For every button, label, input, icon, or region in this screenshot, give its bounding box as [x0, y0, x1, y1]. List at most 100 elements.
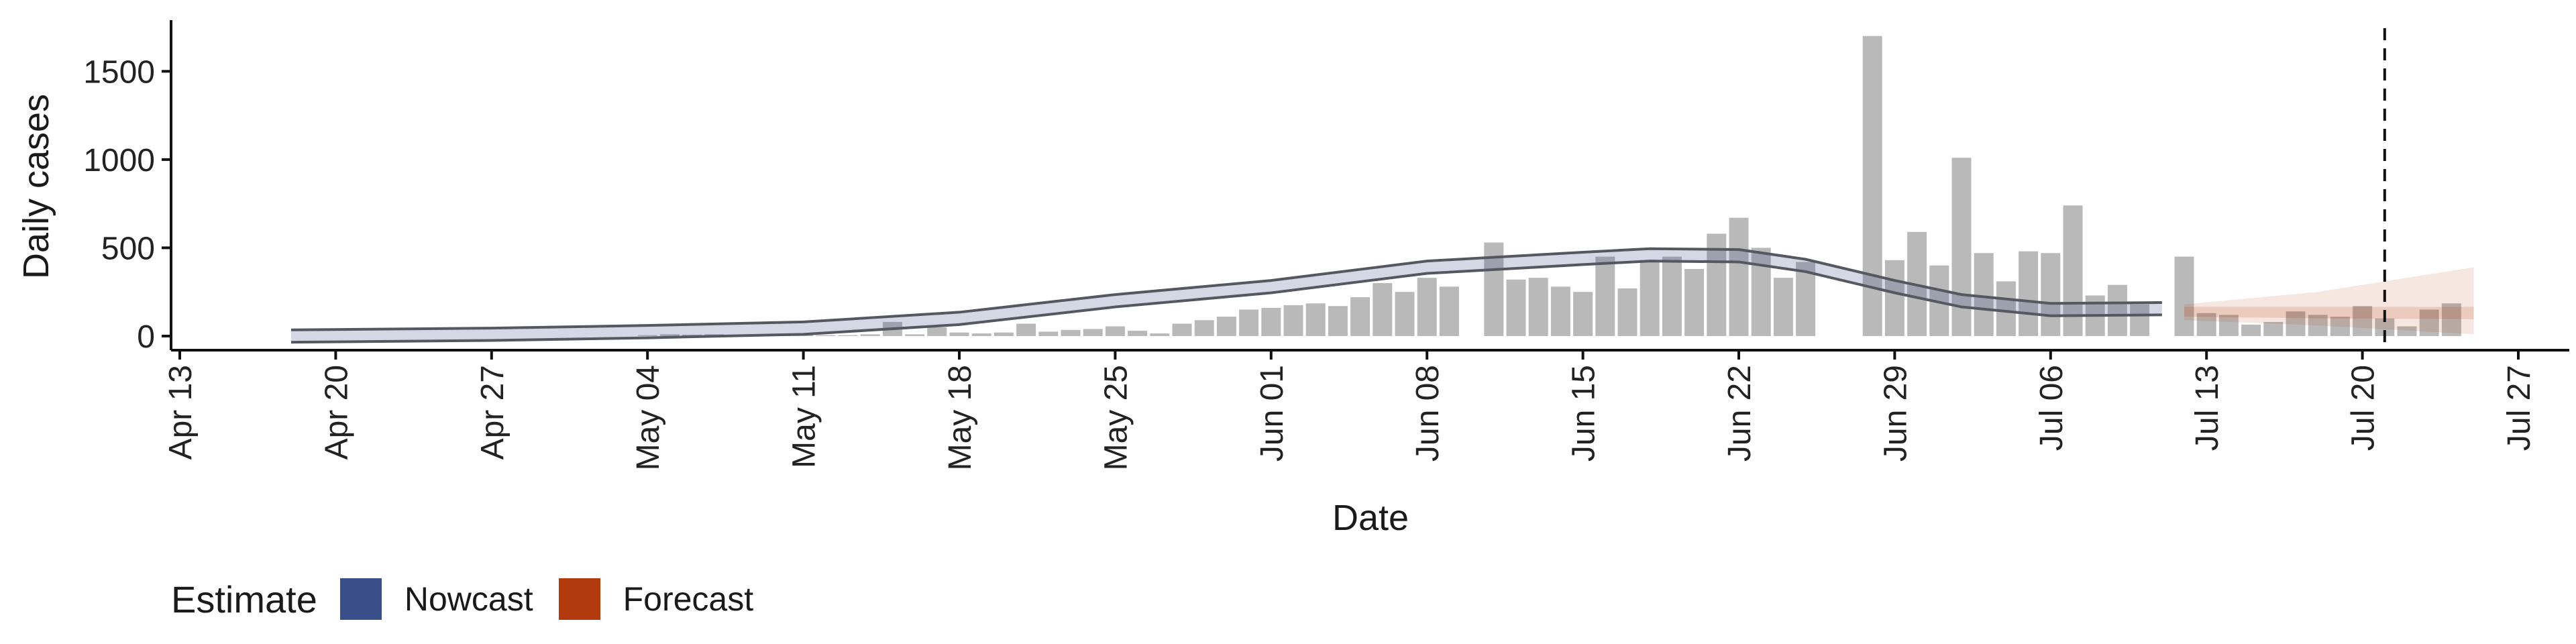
- nowcast-band: [291, 248, 2162, 343]
- bar: [2330, 317, 2350, 336]
- bar: [1194, 320, 1214, 336]
- bar: [1328, 306, 1348, 336]
- x-tick-label: Jun 15: [1566, 365, 1602, 462]
- bar: [1974, 253, 1994, 336]
- y-axis-title: Daily cases: [16, 94, 56, 279]
- y-tick-label: 1000: [83, 143, 155, 178]
- bar: [1128, 331, 1148, 336]
- bar: [2041, 253, 2061, 336]
- y-tick-label: 0: [137, 319, 155, 355]
- x-axis-title: Date: [1332, 498, 1409, 538]
- estimate-bands: [290, 247, 2474, 344]
- bar: [1884, 260, 1904, 336]
- x-axis: Apr 13 Apr 20 Apr 27 May 04 May 11 May 18 May …: [163, 349, 2569, 470]
- bar: [659, 334, 680, 336]
- bar: [1239, 309, 1259, 336]
- bar: [2130, 304, 2150, 336]
- x-tick-label: May 04: [631, 365, 666, 470]
- bar: [2308, 315, 2328, 336]
- chart-svg: 0 500 1000 1500 Apr 13 Apr 20 Apr 27 May 04 May…: [16, 20, 2569, 538]
- bar: [949, 332, 969, 336]
- x-tick-label: May 25: [1098, 365, 1134, 470]
- y-axis: 0 500 1000 1500: [83, 20, 172, 355]
- bar: [1751, 248, 1771, 336]
- bar: [1373, 283, 1393, 336]
- bar: [2241, 324, 2261, 336]
- bar: [1261, 307, 1281, 336]
- bar: [1640, 260, 1660, 336]
- x-tick-label: Jul 27: [2502, 365, 2537, 451]
- bar: [1395, 292, 1415, 336]
- x-tick-label: Jun 22: [1722, 365, 1758, 462]
- bar: [1862, 36, 1882, 336]
- bar: [1172, 323, 1192, 336]
- legend-key-nowcast: [339, 578, 382, 620]
- bar: [1617, 288, 1638, 336]
- bar: [682, 334, 702, 336]
- y-tick-label: 500: [101, 231, 155, 266]
- bar: [2107, 284, 2127, 336]
- bar-series: [637, 36, 2461, 336]
- bar: [905, 334, 925, 336]
- bar: [2218, 315, 2239, 336]
- bar: [1573, 292, 1593, 336]
- bar: [860, 334, 880, 336]
- x-tick-label: Apr 27: [475, 365, 511, 460]
- bar: [816, 335, 836, 336]
- bar: [1105, 326, 1125, 336]
- forecast-inner-band: [2184, 307, 2474, 319]
- bar: [1662, 256, 1682, 336]
- bar: [1773, 278, 1793, 336]
- bar: [1729, 217, 1749, 336]
- bar: [2286, 311, 2306, 336]
- legend-title: Estimate: [171, 578, 317, 621]
- bar: [1528, 278, 1548, 336]
- x-tick-label: Jul 06: [2034, 365, 2070, 451]
- bar: [2397, 326, 2417, 336]
- bar: [1083, 329, 1103, 336]
- bar: [2019, 251, 2039, 336]
- legend-label-forecast: Forecast: [623, 580, 754, 618]
- bar: [1996, 281, 2016, 336]
- nowcast-lower-line: [290, 260, 2162, 344]
- bar: [1550, 286, 1570, 336]
- x-tick-label: Jun 08: [1410, 365, 1446, 462]
- bar: [1305, 303, 1326, 336]
- bar: [1506, 279, 1526, 336]
- bar: [2353, 306, 2373, 336]
- x-tick-label: May 11: [787, 365, 822, 468]
- bar: [2174, 256, 2194, 336]
- x-tick-label: Jun 29: [1878, 365, 1913, 462]
- x-tick-label: Jun 01: [1254, 365, 1290, 462]
- bar: [1684, 268, 1705, 336]
- legend-key-forecast: [558, 578, 600, 620]
- x-tick-label: Jul 20: [2346, 365, 2381, 451]
- bar: [1283, 305, 1303, 336]
- bar: [1038, 331, 1059, 336]
- bar: [971, 333, 991, 336]
- bar: [1016, 323, 1036, 336]
- x-tick-label: Apr 20: [319, 365, 354, 460]
- x-tick-label: Apr 13: [163, 365, 199, 460]
- bar: [994, 332, 1014, 336]
- y-tick-label: 1500: [83, 54, 155, 90]
- bar: [927, 327, 947, 336]
- bar: [1595, 256, 1615, 336]
- bar: [2419, 309, 2439, 336]
- bar: [2196, 313, 2216, 336]
- bar: [838, 335, 858, 336]
- bar: [1951, 158, 1972, 336]
- x-tick-label: May 18: [943, 365, 978, 470]
- bar: [1439, 286, 1459, 336]
- bar: [1350, 297, 1371, 336]
- bar: [1150, 333, 1170, 336]
- nowcast-upper-line: [290, 247, 2162, 331]
- forecast-outer-band: [2184, 267, 2474, 335]
- bar: [1417, 278, 1437, 336]
- bar: [1216, 317, 1236, 336]
- bar: [2263, 321, 2284, 336]
- bar: [2441, 303, 2461, 336]
- legend: Estimate Nowcast Forecast: [171, 576, 779, 623]
- legend-label-nowcast: Nowcast: [404, 580, 533, 618]
- bar: [637, 335, 657, 336]
